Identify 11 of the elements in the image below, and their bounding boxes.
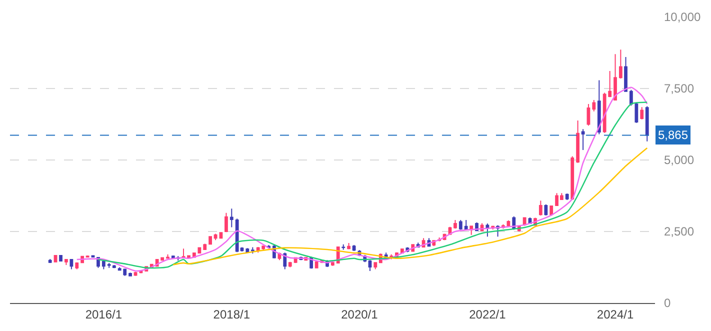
- y-tick-label: 10,000: [664, 10, 702, 24]
- ref-line-label: 5,865: [658, 128, 688, 142]
- y-tick-label: 0: [664, 296, 671, 310]
- x-tick-label: 2020/1: [341, 307, 378, 322]
- y-tick-label: 5,000: [664, 153, 694, 168]
- x-tick-label: 2022/1: [469, 307, 506, 322]
- y-tick-label: 2,500: [664, 224, 694, 239]
- x-tick-label: 2016/1: [85, 307, 122, 322]
- x-tick-label: 2018/1: [213, 307, 250, 322]
- y-tick-label: 7,500: [664, 82, 694, 96]
- x-tick-label: 2024/1: [596, 307, 634, 322]
